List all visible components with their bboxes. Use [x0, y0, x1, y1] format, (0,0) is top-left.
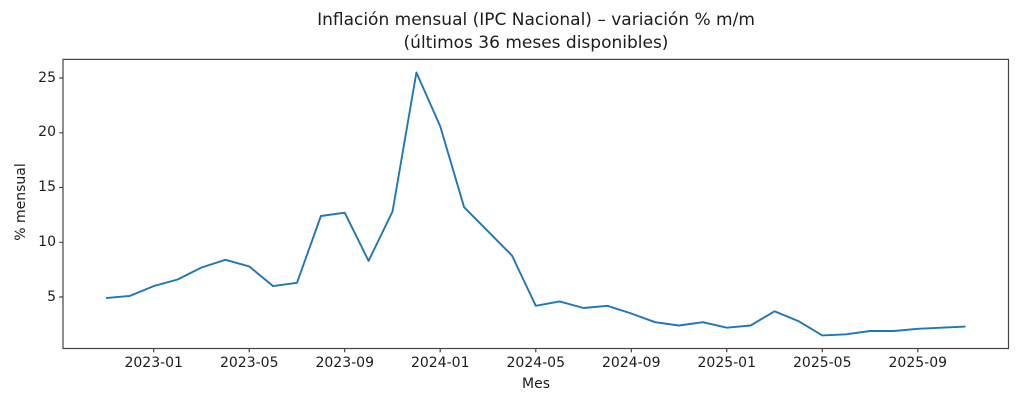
inflation-series-line: [105, 71, 966, 337]
chart-title: Inflación mensual (IPC Nacional) – varia…: [317, 10, 755, 30]
x-tick-label-2024-05: 2024-05: [506, 355, 566, 371]
y-tick-label-15: 15: [38, 179, 56, 196]
x-tick-label-2023-05: 2023-05: [219, 355, 279, 371]
y-tick-label-20: 20: [38, 124, 56, 141]
tick-marks: [59, 77, 919, 353]
x-tick-label-2025-05: 2025-05: [793, 355, 852, 371]
y-tick-label-10: 10: [38, 233, 56, 250]
x-tick-label-2025-01: 2025-01: [697, 355, 757, 371]
chart-title-block: Inflación mensual (IPC Nacional) – varia…: [63, 9, 1009, 55]
chart-subtitle: (últimos 36 meses disponibles): [403, 33, 669, 53]
y-tick-label-25: 25: [38, 69, 56, 86]
x-tick-label-2023-09: 2023-09: [315, 355, 374, 371]
y-tick-label-5: 5: [47, 288, 56, 305]
x-tick-label-2024-09: 2024-09: [602, 355, 661, 371]
x-tick-label-2024-01: 2024-01: [410, 355, 470, 371]
x-axis-label: Mes: [522, 376, 550, 392]
x-tick-label-2023-01: 2023-01: [124, 355, 183, 371]
x-tick-label-2025-09: 2025-09: [888, 355, 948, 371]
